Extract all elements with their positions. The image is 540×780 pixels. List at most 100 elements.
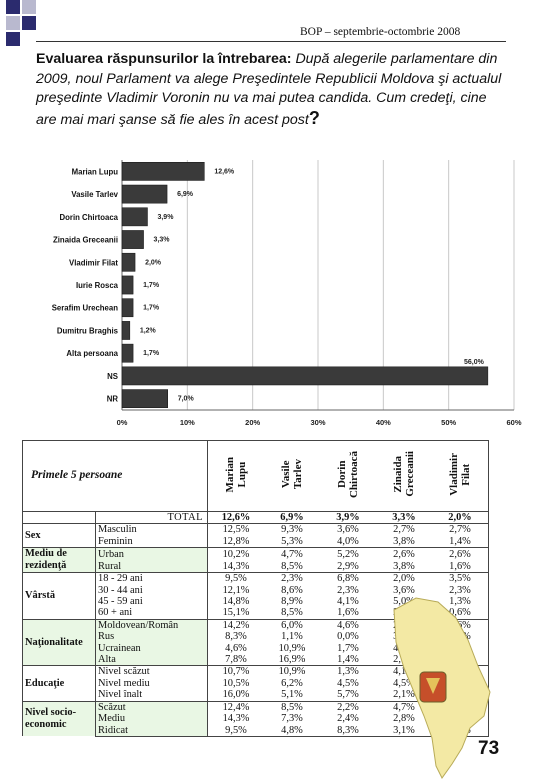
table-row: 45 - 59 ani 14,8% 8,9% 4,1% 5,0% 1,3% xyxy=(23,596,489,608)
row-label: Moldovean/Român xyxy=(95,618,208,632)
cell-value: 6,0% xyxy=(264,618,320,632)
cell-value: 16,9% xyxy=(278,654,306,666)
value-label: 1,7% xyxy=(143,350,160,357)
row-label: Mediu xyxy=(95,713,208,725)
category-label: Vladimir Filat xyxy=(69,258,118,267)
category-label: Alta persoana xyxy=(66,349,118,358)
decor-square xyxy=(6,16,20,30)
cell-value: 14,3% xyxy=(222,713,250,725)
cell-value: 14,2% xyxy=(207,618,264,632)
x-tick-label: 30% xyxy=(310,418,325,427)
cell-value: 5,1% xyxy=(281,689,303,701)
cell-value: 3,6% xyxy=(393,584,415,596)
cell-value: 2,3% xyxy=(432,584,489,597)
cell-value: 4,0% xyxy=(337,535,359,547)
cell-value: 8,6% xyxy=(281,584,303,596)
table-title: Primele 5 persoane xyxy=(31,469,123,482)
value-label: 12,6% xyxy=(214,168,235,175)
cell-value: 12,4% xyxy=(207,700,264,714)
cell-value: 2,3% xyxy=(264,572,320,585)
value-label: 7,0% xyxy=(178,396,195,403)
cell-value: 2,3% xyxy=(337,584,359,596)
row-label: Rus xyxy=(95,631,208,643)
row-label: Ucrainean xyxy=(95,642,208,655)
group-label: Vârstă xyxy=(22,572,96,620)
group-label: Educaţie xyxy=(22,665,96,702)
row-label: Alta xyxy=(95,654,208,666)
row-label: Ridicat xyxy=(95,724,208,737)
question-lead: Evaluarea răspunsurilor la întrebarea: xyxy=(36,51,292,67)
table-row: Vârstă 18 - 29 ani 9,5% 2,3% 6,8% 2,0% 3,5% xyxy=(22,572,489,620)
total-value: 6,9% xyxy=(264,511,320,525)
cell-value: 2,1% xyxy=(393,689,415,701)
cell-value: 4,7% xyxy=(264,547,320,561)
total-value: 3,9% xyxy=(320,511,376,525)
cell-value: 8,5% xyxy=(281,560,303,572)
cell-value: 2,4% xyxy=(337,713,359,725)
cell-value: 12,5% xyxy=(207,523,264,536)
cell-value: 6,2% xyxy=(281,677,303,689)
cell-value: 3,8% xyxy=(393,535,415,547)
value-label: 1,7% xyxy=(143,282,160,289)
cell-value: 1,1% xyxy=(281,631,303,643)
cell-value: 14,8% xyxy=(222,596,250,608)
cell-value: 0,0% xyxy=(337,631,359,643)
group-label: Naţionalitate xyxy=(22,618,96,666)
cell-value: 2,9% xyxy=(337,560,359,572)
category-label: Dorin Chirtoaca xyxy=(60,213,119,222)
decor-square xyxy=(22,16,36,30)
cell-value: 6,8% xyxy=(320,572,376,585)
cell-value: 1,4% xyxy=(432,535,489,548)
x-tick-label: 50% xyxy=(441,418,456,427)
group-label: Nivel socio- economic xyxy=(22,700,96,737)
cell-value: 14,3% xyxy=(222,560,250,572)
value-label: 3,9% xyxy=(157,214,174,221)
cell-value: 3,6% xyxy=(320,523,376,536)
cell-value: 12,8% xyxy=(222,535,250,547)
cell-value: 1,3% xyxy=(432,596,489,608)
category-label: NS xyxy=(107,372,118,381)
cell-value: 8,9% xyxy=(281,596,303,608)
cell-value: 2,2% xyxy=(320,700,376,714)
cell-value: 1,4% xyxy=(337,654,359,666)
cell-value: 9,5% xyxy=(207,724,264,737)
value-label: 2,0% xyxy=(145,259,162,266)
column-header: Dorin Chirtoacă xyxy=(336,450,360,498)
row-label: Nivel mediu xyxy=(95,677,208,690)
table-row: Mediu de rezidenţă Urban 10,2% 4,7% 5,2% 2,6%… xyxy=(22,547,489,573)
cell-value: 9,5% xyxy=(207,572,264,585)
cell-value: 4,6% xyxy=(320,618,376,632)
decor-square xyxy=(22,0,36,14)
category-label: Dumitru Braghis xyxy=(57,326,119,335)
group-label: Mediu de rezidenţă xyxy=(22,547,96,573)
row-label: 60 + ani xyxy=(95,607,208,620)
bar xyxy=(121,252,136,272)
bar xyxy=(121,321,131,340)
value-label: 3,3% xyxy=(154,237,171,244)
category-label: NR xyxy=(107,395,119,404)
category-label: Vasile Tarlev xyxy=(71,190,118,199)
cell-value: 10,9% xyxy=(264,665,320,678)
value-label: 1,2% xyxy=(140,327,157,334)
cell-value: 12,1% xyxy=(222,584,250,596)
cell-value: 9,3% xyxy=(264,523,320,536)
total-row: TOTAL 12,6% 6,9% 3,9% 3,3% 2,0% xyxy=(22,511,489,525)
crosstab-table: Primele 5 persoane Marian Lupu Vasile Ta… xyxy=(22,440,489,737)
table-row: Sex Masculin 12,5% 9,3% 3,6% 2,7% 2,7% xyxy=(22,523,489,548)
cell-value: 7,3% xyxy=(281,713,303,725)
cell-value: 1,7% xyxy=(337,642,359,654)
cell-value: 2,6% xyxy=(376,547,432,561)
cell-value: 8,5% xyxy=(264,700,320,714)
row-label: Scăzut xyxy=(95,700,208,714)
cell-value: 1,3% xyxy=(320,665,376,678)
cell-value: 8,5% xyxy=(281,607,303,619)
cell-value: 2,0% xyxy=(376,572,432,585)
column-header: Vladimir Filat xyxy=(448,452,472,496)
cell-value: 3,8% xyxy=(393,560,415,572)
group-label: Sex xyxy=(22,523,96,548)
x-tick-label: 10% xyxy=(180,418,195,427)
value-label: 6,9% xyxy=(177,191,194,198)
row-label: Nivel scăzut xyxy=(95,665,208,678)
cell-value: 2,6% xyxy=(432,547,489,561)
